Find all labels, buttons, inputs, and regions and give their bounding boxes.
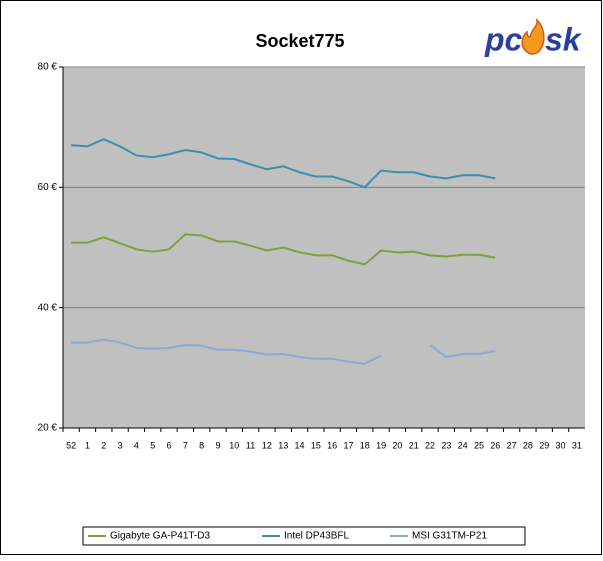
x-tick-label: 30 <box>556 440 566 450</box>
logo-text: pc <box>484 21 523 57</box>
plot-area <box>63 67 585 428</box>
x-tick-label: 21 <box>409 440 419 450</box>
x-tick-label: 13 <box>278 440 288 450</box>
x-tick-label: 22 <box>425 440 435 450</box>
y-tick-label: 40 € <box>38 302 58 313</box>
x-tick-label: 19 <box>376 440 386 450</box>
x-tick-label: 18 <box>360 440 370 450</box>
x-tick-label: 27 <box>507 440 517 450</box>
x-tick-label: 29 <box>539 440 549 450</box>
series-line <box>71 138 496 189</box>
x-tick-label: 6 <box>167 440 172 450</box>
x-tick-label: 9 <box>215 440 220 450</box>
x-tick-label: 31 <box>572 440 582 450</box>
x-tick-label: 20 <box>392 440 402 450</box>
x-tick-label: 2 <box>101 440 106 450</box>
x-tick-label: 3 <box>118 440 123 450</box>
x-tick-label: 4 <box>134 440 139 450</box>
y-tick-label: 20 € <box>38 423 58 434</box>
legend <box>82 526 526 546</box>
x-tick-label: 23 <box>441 440 451 450</box>
x-tick-label: 25 <box>474 440 484 450</box>
y-tick-label: 60 € <box>38 182 58 193</box>
x-tick-label: 1 <box>85 440 90 450</box>
series-line <box>71 233 496 266</box>
x-tick-label: 7 <box>183 440 188 450</box>
logo: pc sk <box>484 17 583 57</box>
x-tick-label: 52 <box>66 440 76 450</box>
x-tick-label: 10 <box>229 440 239 450</box>
x-tick-label: 26 <box>490 440 500 450</box>
x-tick-label: 16 <box>327 440 337 450</box>
x-tick-label: 8 <box>199 440 204 450</box>
x-tick-label: 5 <box>150 440 155 450</box>
x-tick-label: 24 <box>458 440 468 450</box>
x-tick-label: 14 <box>295 440 305 450</box>
legend-label: Gigabyte GA-P41T-D3 <box>110 531 210 542</box>
series-line <box>71 338 496 365</box>
x-tick-label: 28 <box>523 440 533 450</box>
chart-title: Socket775 <box>255 31 344 51</box>
x-tick-label: 12 <box>262 440 272 450</box>
x-tick-label: 15 <box>311 440 321 450</box>
y-tick-label: 80 € <box>38 62 58 73</box>
x-tick-label: 17 <box>343 440 353 450</box>
legend-label: Intel DP43BFL <box>284 531 349 542</box>
logo-flame <box>521 17 545 55</box>
x-tick-label: 11 <box>246 440 255 450</box>
logo-text: sk <box>545 21 583 57</box>
legend-label: MSI G31TM-P21 <box>412 531 487 542</box>
